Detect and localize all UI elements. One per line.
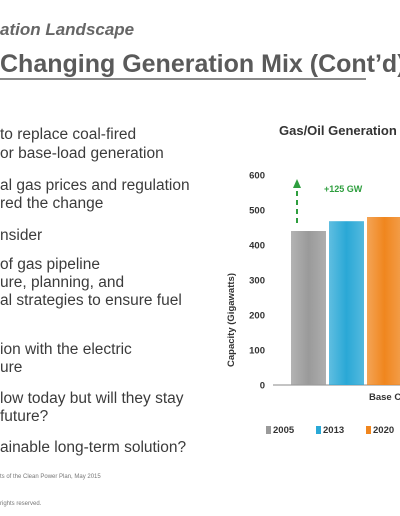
slide-title: Changing Generation Mix (Cont’d)	[0, 50, 400, 78]
y-tick-label: 100	[249, 346, 265, 357]
x-axis-label: Base C	[369, 392, 400, 403]
bullet-line: future?	[0, 408, 49, 425]
y-tick-label: 0	[260, 381, 265, 392]
copyright-footnote: rights reserved.	[0, 501, 42, 507]
bullet-line: ion with the electric	[0, 341, 132, 358]
bullet-line: to replace coal-fired	[0, 126, 137, 143]
legend-label: 2013	[323, 425, 344, 436]
legend-label: 2005	[273, 425, 295, 436]
bullet-line: nsider	[0, 227, 43, 244]
bullet-line: low today but will they stay	[0, 390, 184, 407]
chart-plot: 0 100 200 300 400 500 600 +125 GW Base C 2005 2013…	[249, 171, 400, 436]
y-tick-label: 600	[249, 171, 265, 182]
chart-title: Gas/Oil Generation	[279, 123, 397, 138]
legend-swatch-2013	[316, 426, 321, 434]
annotation-arrow-head	[293, 179, 301, 188]
bar-2020	[367, 217, 400, 385]
bullet-line: al strategies to ensure fuel	[0, 292, 182, 309]
y-tick-label: 200	[249, 311, 265, 322]
y-tick-label: 500	[249, 206, 265, 217]
bullet-line: al gas prices and regulation	[0, 177, 190, 194]
title-divider	[0, 78, 366, 80]
bullet-line: ainable long-term solution?	[0, 439, 187, 456]
y-tick-label: 400	[249, 241, 265, 252]
bar-2005	[291, 231, 326, 385]
bullet-line: ure, planning, and	[0, 274, 125, 291]
legend-swatch-2005	[266, 426, 271, 434]
capacity-chart: Gas/Oil Generation Capacity (Gigawatts) …	[220, 120, 400, 450]
legend-swatch-2020	[366, 426, 371, 434]
legend-label: 2020	[373, 425, 394, 436]
bullet-line: red the change	[0, 195, 104, 212]
bullet-list: to replace coal-fired or base-load gener…	[0, 126, 190, 456]
bullet-line: or base-load generation	[0, 145, 164, 162]
source-footnote: ts of the Clean Power Plan, May 2015	[0, 474, 101, 480]
annotation-label: +125 GW	[324, 184, 363, 194]
y-tick-label: 300	[249, 276, 265, 287]
bullet-line: ure	[0, 359, 23, 376]
section-label: ation Landscape	[0, 20, 135, 39]
bar-2013	[329, 221, 364, 385]
bullet-line: of gas pipeline	[0, 256, 100, 273]
